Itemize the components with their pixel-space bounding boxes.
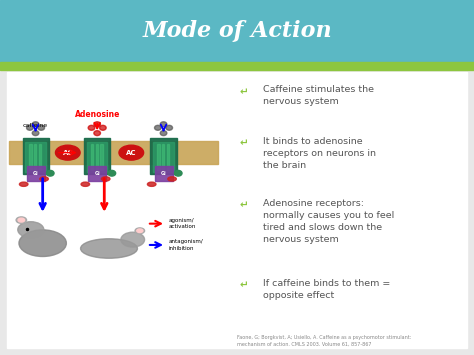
Bar <box>34 144 36 170</box>
Text: Mode of Action: Mode of Action <box>142 20 332 42</box>
Text: ↵: ↵ <box>240 280 248 290</box>
Circle shape <box>94 131 100 136</box>
Circle shape <box>94 122 100 127</box>
Bar <box>0 0 474 62</box>
Text: Adenosine receptors:
normally causes you to feel
tired and slows down the
nervou: Adenosine receptors: normally causes you… <box>263 199 394 244</box>
Ellipse shape <box>40 177 48 181</box>
Circle shape <box>174 170 182 176</box>
Bar <box>150 138 176 174</box>
Circle shape <box>88 125 95 130</box>
Ellipse shape <box>147 182 156 186</box>
Text: It binds to adenosine
receptors on neurons in
the brain: It binds to adenosine receptors on neuro… <box>263 137 376 170</box>
Bar <box>162 144 164 170</box>
Ellipse shape <box>137 229 143 233</box>
Circle shape <box>160 122 167 127</box>
Ellipse shape <box>135 228 145 234</box>
Circle shape <box>38 125 45 130</box>
Bar <box>29 144 32 170</box>
Bar <box>100 144 103 170</box>
Text: Gi: Gi <box>161 171 166 176</box>
Ellipse shape <box>101 177 110 181</box>
Circle shape <box>108 170 116 176</box>
Circle shape <box>27 125 33 130</box>
Bar <box>39 144 41 170</box>
Circle shape <box>32 131 39 136</box>
Text: ↵: ↵ <box>240 201 248 211</box>
Text: AC: AC <box>126 150 137 155</box>
Bar <box>84 138 110 174</box>
Text: ↵: ↵ <box>240 138 248 148</box>
Bar <box>9 141 218 164</box>
Text: agonism/
activation: agonism/ activation <box>168 218 196 229</box>
Circle shape <box>100 125 106 130</box>
Circle shape <box>166 125 173 130</box>
Bar <box>25 142 46 172</box>
Ellipse shape <box>81 182 90 186</box>
Circle shape <box>32 122 39 127</box>
Text: Caffeine stimulates the
nervous system: Caffeine stimulates the nervous system <box>263 85 374 106</box>
Ellipse shape <box>19 230 66 256</box>
Text: AC: AC <box>63 150 73 155</box>
Bar <box>167 144 169 170</box>
Ellipse shape <box>119 145 144 160</box>
Text: If caffeine binds to them =
opposite effect: If caffeine binds to them = opposite eff… <box>263 279 391 300</box>
Text: Adenosine: Adenosine <box>74 110 120 119</box>
Ellipse shape <box>19 182 28 186</box>
Circle shape <box>155 125 161 130</box>
Text: ↵: ↵ <box>240 87 248 97</box>
Bar <box>155 166 173 181</box>
Text: Gi: Gi <box>33 171 38 176</box>
Ellipse shape <box>18 222 44 238</box>
Bar <box>23 138 49 174</box>
Bar <box>96 144 98 170</box>
Ellipse shape <box>121 232 145 247</box>
Text: Faone, G; Borgkvist, A; Usiello, A. Caffeine as a psychomotor stimulant:
mechani: Faone, G; Borgkvist, A; Usiello, A. Caff… <box>237 335 411 347</box>
Bar <box>88 166 106 181</box>
Ellipse shape <box>18 218 25 222</box>
Circle shape <box>160 131 167 136</box>
Ellipse shape <box>81 239 137 258</box>
Ellipse shape <box>168 177 176 181</box>
Bar <box>27 166 45 181</box>
Bar <box>91 144 93 170</box>
Bar <box>157 144 160 170</box>
Circle shape <box>46 170 54 176</box>
Bar <box>7 72 467 348</box>
Bar <box>0 62 474 70</box>
Text: antagonism/
inhibition: antagonism/ inhibition <box>168 239 203 251</box>
Bar <box>87 142 107 172</box>
Bar <box>153 142 173 172</box>
Ellipse shape <box>16 217 27 223</box>
Text: Gi: Gi <box>94 171 100 176</box>
Ellipse shape <box>55 145 80 160</box>
Text: caffeine: caffeine <box>22 123 47 128</box>
